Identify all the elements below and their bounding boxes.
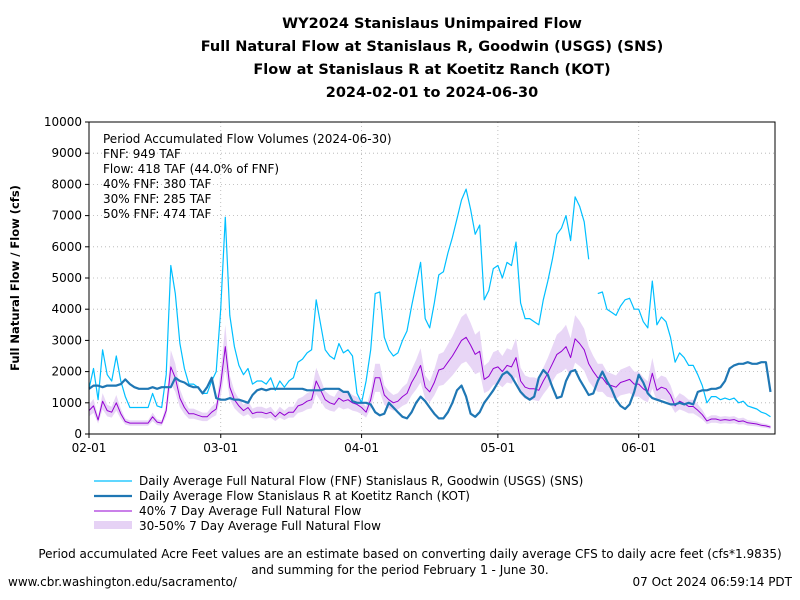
y-tick-label: 3000 — [51, 333, 82, 347]
series-fnf-line — [88, 188, 590, 409]
y-tick-label: 10000 — [44, 115, 82, 129]
y-tick-label: 6000 — [51, 240, 82, 254]
legend-label-40pct: 40% 7 Day Average Full Natural Flow — [139, 504, 362, 518]
legend-label-kot: Daily Average Flow Stanislaus R at Koeti… — [139, 489, 470, 503]
x-tick-label: 04-01 — [344, 441, 379, 455]
legend-label-fnf: Daily Average Full Natural Flow (FNF) St… — [139, 474, 583, 488]
x-tick-label: 03-01 — [203, 441, 238, 455]
y-tick-label: 4000 — [51, 302, 82, 316]
y-tick-label: 9000 — [51, 146, 82, 160]
band-30-50pct — [89, 313, 771, 429]
annotation-line-5: 30% FNF: 285 TAF — [103, 192, 212, 206]
legend-swatch-band — [94, 521, 132, 529]
annotation-line-4: 40% FNF: 380 TAF — [103, 177, 212, 191]
series-fnf-line — [597, 280, 771, 418]
annotation-line-3: Flow: 418 TAF (44.0% of FNF) — [103, 162, 279, 176]
x-axis-ticks: 02-01 03-01 04-01 05-01 06-01 — [72, 434, 656, 455]
y-axis-label: Full Natural Flow / Flow (cfs) — [8, 185, 22, 371]
series-40pct-line — [88, 336, 771, 428]
y-tick-label: 5000 — [51, 271, 82, 285]
volume-annotation: Period Accumulated Flow Volumes (2024-06… — [103, 132, 392, 221]
x-tick-label: 02-01 — [72, 441, 107, 455]
annotation-line-6: 50% FNF: 474 TAF — [103, 207, 212, 221]
title-line-2: Full Natural Flow at Stanislaus R, Goodw… — [201, 39, 664, 55]
x-tick-label: 05-01 — [480, 441, 515, 455]
footnote-line-2: and summing for the period February 1 - … — [251, 563, 548, 577]
band-layer — [89, 313, 771, 429]
legend: Daily Average Full Natural Flow (FNF) St… — [94, 474, 583, 533]
y-tick-label: 0 — [74, 427, 82, 441]
y-tick-label: 7000 — [51, 209, 82, 223]
title-line-1: WY2024 Stanislaus Unimpaired Flow — [282, 16, 582, 32]
x-tick-label: 06-01 — [621, 441, 656, 455]
title-line-3: Flow at Stanislaus R at Koetitz Ranch (K… — [253, 62, 610, 78]
y-tick-label: 1000 — [51, 396, 82, 410]
chart-title: WY2024 Stanislaus Unimpaired Flow Full N… — [201, 16, 664, 101]
series-layer — [88, 188, 772, 428]
legend-label-band: 30-50% 7 Day Average Full Natural Flow — [139, 519, 381, 533]
timestamp: 07 Oct 2024 06:59:14 PDT — [632, 575, 792, 589]
footnote-line-1: Period accumulated Acre Feet values are … — [38, 547, 781, 561]
y-tick-label: 2000 — [51, 365, 82, 379]
annotation-line-1: Period Accumulated Flow Volumes (2024-06… — [103, 132, 392, 146]
y-tick-label: 8000 — [51, 177, 82, 191]
source-url: www.cbr.washington.edu/sacramento/ — [8, 575, 238, 589]
series-kot-line — [88, 361, 772, 420]
annotation-line-2: FNF: 949 TAF — [103, 147, 181, 161]
title-line-4: 2024-02-01 to 2024-06-30 — [326, 85, 539, 101]
y-axis-ticks: 0 1000 2000 3000 4000 5000 6000 7000 8000 9000 100… — [44, 115, 89, 441]
